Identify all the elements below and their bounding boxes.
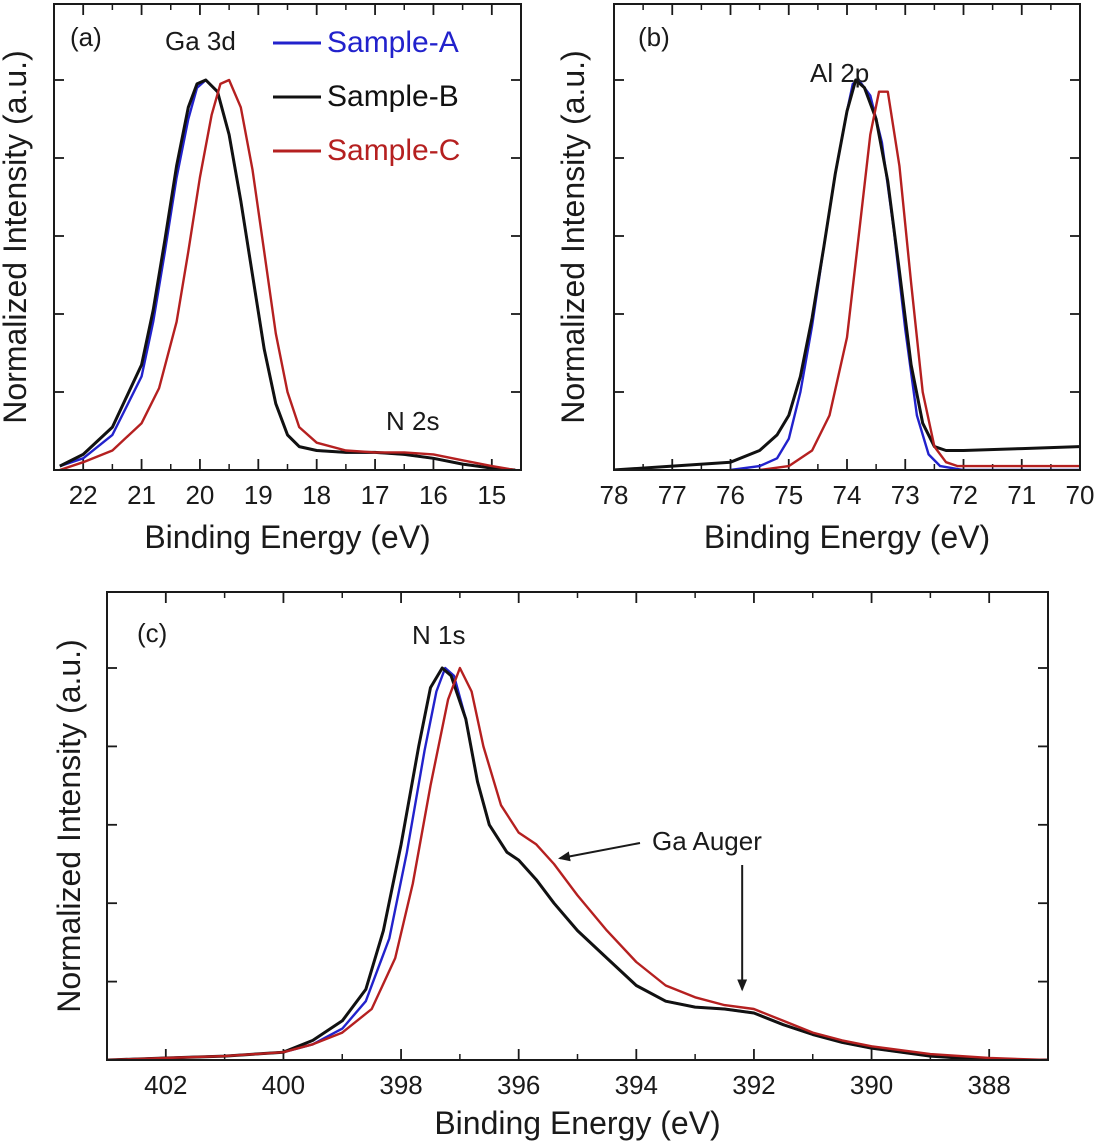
- series-sample-c: [59, 78, 516, 469]
- y-axis-label: Normalized Intensity (a.u.): [51, 639, 87, 1012]
- x-tick-label: 20: [185, 480, 214, 510]
- x-axis-label: Binding Energy (eV): [434, 1105, 720, 1141]
- series-sample-c: [108, 666, 1047, 1059]
- panel-a-ga-3d: 22 21 20 19 18 17 16 15 (a) Ga 3d Binding Energy (…: [0, 3, 522, 555]
- annotation-n-2s: N 2s: [386, 406, 439, 436]
- panel-label: (a): [70, 22, 102, 52]
- x-tick-label: 400: [262, 1070, 305, 1100]
- x-tick-label: 73: [891, 480, 920, 510]
- peak-label: N 1s: [412, 620, 465, 650]
- panel-label: (b): [638, 22, 670, 52]
- legend-label: Sample-A: [327, 26, 459, 59]
- x-axis-label: Binding Energy (eV): [144, 519, 430, 555]
- panel-b-al-2p: 78 77 76 75 74 73 72 71 70 (b) Al 2p Binding Energy…: [555, 3, 1095, 555]
- x-tick-label: 390: [850, 1070, 893, 1100]
- series-sample-a: [108, 666, 1047, 1059]
- legend-label: Sample-B: [327, 80, 459, 113]
- x-tick-label: 392: [732, 1070, 775, 1100]
- x-tick-label: 21: [127, 480, 156, 510]
- peak-label: Al 2p: [810, 58, 869, 88]
- x-tick-label: 22: [69, 480, 98, 510]
- x-tick-label: 15: [477, 480, 506, 510]
- x-tick-label: 71: [1007, 480, 1036, 510]
- legend-label: Sample-C: [327, 134, 460, 167]
- x-tick-label: 78: [600, 480, 629, 510]
- x-tick-label: 398: [379, 1070, 422, 1100]
- series-sample-b: [59, 78, 516, 469]
- x-tick-label: 16: [419, 480, 448, 510]
- x-tick-label: 72: [949, 480, 978, 510]
- x-tick-label: 396: [497, 1070, 540, 1100]
- series-sample-a: [730, 78, 1079, 469]
- series-sample-b: [108, 666, 1047, 1059]
- plot-frame: [106, 591, 1049, 1061]
- series-sample-c: [759, 90, 1079, 469]
- y-axis-label: Normalized Intensity (a.u.): [555, 50, 591, 423]
- x-tick-label: 75: [774, 480, 803, 510]
- x-tick-label: 402: [144, 1070, 187, 1100]
- x-tick-label: 77: [658, 480, 687, 510]
- y-axis-label: Normalized Intensity (a.u.): [0, 50, 33, 423]
- x-tick-label: 17: [361, 480, 390, 510]
- panel-label: (c): [137, 618, 167, 648]
- panel-c-n-1s: 402 400 398 396 394 392 390 388 (c) N 1s Binding E…: [51, 591, 1049, 1141]
- auger-arrow-shoulder: [558, 842, 641, 862]
- peak-label: Ga 3d: [165, 26, 236, 56]
- x-tick-label: 19: [244, 480, 273, 510]
- x-tick-label: 18: [302, 480, 331, 510]
- x-axis-label: Binding Energy (eV): [704, 519, 990, 555]
- x-tick-label: 388: [967, 1070, 1010, 1100]
- x-tick-label: 74: [833, 480, 862, 510]
- x-tick-label: 76: [716, 480, 745, 510]
- annotation-ga-auger: Ga Auger: [652, 826, 762, 856]
- x-tick-label: 70: [1066, 480, 1095, 510]
- series-sample-b: [615, 78, 1079, 469]
- x-tick-label: 394: [615, 1070, 658, 1100]
